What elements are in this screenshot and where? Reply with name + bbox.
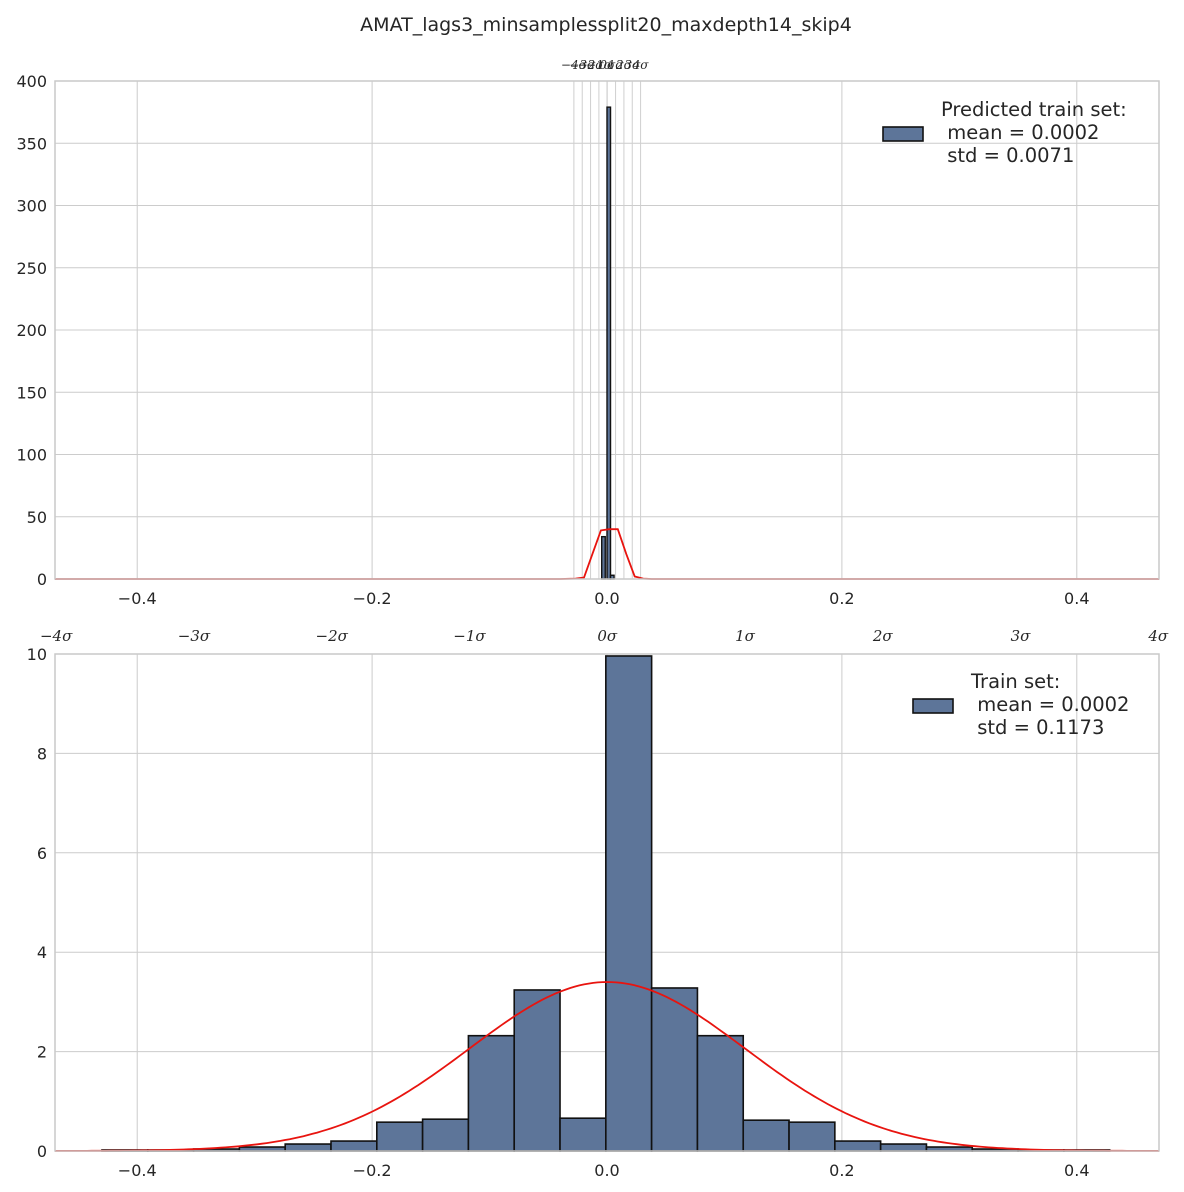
p1-x-tick-label: 0.2 bbox=[829, 589, 854, 608]
bottom-histogram-bar bbox=[742, 1119, 790, 1152]
top-legend-line-2: mean = 0.0002 bbox=[941, 121, 1099, 144]
bottom-y-tick-labels: 0 2 4 6 8 10 bbox=[27, 645, 47, 1161]
top-plot-frame bbox=[54, 80, 1160, 580]
top-sigma-label: −4σ bbox=[561, 58, 588, 72]
bottom-legend-line-2: mean = 0.0002 bbox=[971, 693, 1129, 716]
bottom-plot-frame bbox=[54, 653, 1160, 1152]
top-sigma-label: 1σ bbox=[608, 58, 625, 72]
bottom-histogram-bar bbox=[834, 1140, 882, 1152]
p1-x-tick-label: 0.4 bbox=[1064, 589, 1089, 608]
p2-y-tick-label: 2 bbox=[37, 1043, 47, 1062]
bottom-histogram-bar bbox=[467, 1034, 516, 1152]
bottom-sigma-label: 3σ bbox=[1011, 627, 1032, 645]
bottom-histogram-bar bbox=[879, 1143, 928, 1152]
top-legend-line-1: Predicted train set: bbox=[941, 98, 1127, 121]
p2-y-tick-label: 10 bbox=[27, 645, 47, 664]
p2-x-tick-label: −0.4 bbox=[118, 1161, 157, 1180]
top-histogram-bar bbox=[601, 535, 606, 580]
bottom-histogram-bar bbox=[330, 1140, 378, 1152]
bottom-sigma-label: 2σ bbox=[872, 627, 894, 645]
p1-y-tick-label: 300 bbox=[16, 197, 47, 216]
p2-y-tick-label: 8 bbox=[37, 744, 47, 763]
bottom-histogram-bar bbox=[788, 1121, 836, 1152]
bottom-sigma-axis-labels: −4σ −3σ −2σ −1σ 0σ 1σ 2σ 3σ 4σ bbox=[40, 627, 1169, 645]
bottom-sigma-label: 0σ bbox=[597, 627, 618, 645]
p1-y-tick-label: 0 bbox=[37, 570, 47, 589]
bottom-histogram-bar bbox=[284, 1143, 332, 1152]
bottom-bars bbox=[101, 655, 1111, 1152]
top-sigma-label: 0σ bbox=[599, 58, 616, 72]
figure-title: AMAT_lags3_minsamplessplit20_maxdepth14_… bbox=[360, 14, 852, 36]
p1-y-tick-label: 150 bbox=[16, 383, 47, 402]
top-x-tick-labels: −0.4 −0.2 0.0 0.2 0.4 bbox=[118, 589, 1090, 608]
p1-y-tick-label: 100 bbox=[16, 446, 47, 465]
bottom-histogram-bar bbox=[605, 655, 653, 1152]
p1-y-tick-label: 400 bbox=[16, 72, 47, 91]
bottom-legend: Train set: mean = 0.0002 std = 0.1173 bbox=[912, 670, 1129, 739]
p1-x-tick-label: −0.4 bbox=[118, 589, 157, 608]
bottom-legend-line-3: std = 0.1173 bbox=[971, 716, 1104, 739]
top-sigma-label: 2σ bbox=[615, 58, 633, 72]
bottom-histogram-panel: 0 2 4 6 8 10 −0.4 −0.2 0.0 0.2 0.4 −4σ −3σ −2σ −1σ 0σ… bbox=[27, 627, 1169, 1180]
bottom-sigma-label: −4σ bbox=[40, 627, 73, 645]
p2-x-tick-label: 0.0 bbox=[594, 1161, 619, 1180]
bottom-histogram-bar bbox=[513, 989, 561, 1152]
top-sigma-label: −3σ bbox=[569, 58, 596, 72]
top-sigma-label: 3σ bbox=[624, 58, 641, 72]
bottom-gaussian-curve bbox=[55, 981, 1159, 1152]
p1-y-tick-label: 250 bbox=[16, 259, 47, 278]
p1-x-tick-label: 0.0 bbox=[594, 589, 619, 608]
top-legend: Predicted train set: mean = 0.0002 std =… bbox=[882, 98, 1127, 167]
p2-x-tick-label: −0.2 bbox=[353, 1161, 392, 1180]
p1-x-tick-label: −0.2 bbox=[353, 589, 392, 608]
bottom-sigma-label: 4σ bbox=[1147, 627, 1169, 645]
top-legend-swatch bbox=[882, 126, 924, 142]
p2-y-tick-label: 6 bbox=[37, 844, 47, 863]
p2-x-tick-label: 0.2 bbox=[829, 1161, 854, 1180]
bottom-sigma-label: −2σ bbox=[316, 627, 349, 645]
bottom-legend-line-1: Train set: bbox=[970, 670, 1060, 693]
bottom-sigma-label: −1σ bbox=[453, 627, 486, 645]
top-sigma-label: −2σ bbox=[578, 58, 605, 72]
top-legend-line-3: std = 0.0071 bbox=[941, 144, 1074, 167]
bottom-histogram-bar bbox=[421, 1118, 470, 1152]
bottom-x-tick-labels: −0.4 −0.2 0.0 0.2 0.4 bbox=[118, 1161, 1090, 1180]
bottom-histogram-bar bbox=[650, 987, 699, 1152]
bottom-legend-swatch bbox=[912, 698, 954, 714]
bottom-histogram-bar bbox=[376, 1121, 424, 1152]
top-y-tick-labels: 0 50 100 150 200 250 300 350 400 bbox=[16, 72, 47, 589]
top-sigma-label: −1σ bbox=[586, 58, 613, 72]
p1-y-tick-label: 50 bbox=[27, 508, 47, 527]
bottom-sigma-label: −3σ bbox=[178, 627, 211, 645]
p1-y-tick-label: 200 bbox=[16, 321, 47, 340]
top-histogram-bar bbox=[606, 106, 612, 580]
top-sigma-label: 4σ bbox=[632, 58, 650, 72]
p2-y-tick-label: 4 bbox=[37, 943, 47, 962]
p2-x-tick-label: 0.4 bbox=[1064, 1161, 1089, 1180]
p1-y-tick-label: 350 bbox=[16, 134, 47, 153]
bottom-curve-line bbox=[55, 981, 1159, 1152]
bottom-histogram-bar bbox=[696, 1034, 745, 1152]
bottom-sigma-label: 1σ bbox=[735, 627, 756, 645]
bottom-histogram-bar bbox=[559, 1117, 607, 1152]
p2-y-tick-label: 0 bbox=[37, 1142, 47, 1161]
